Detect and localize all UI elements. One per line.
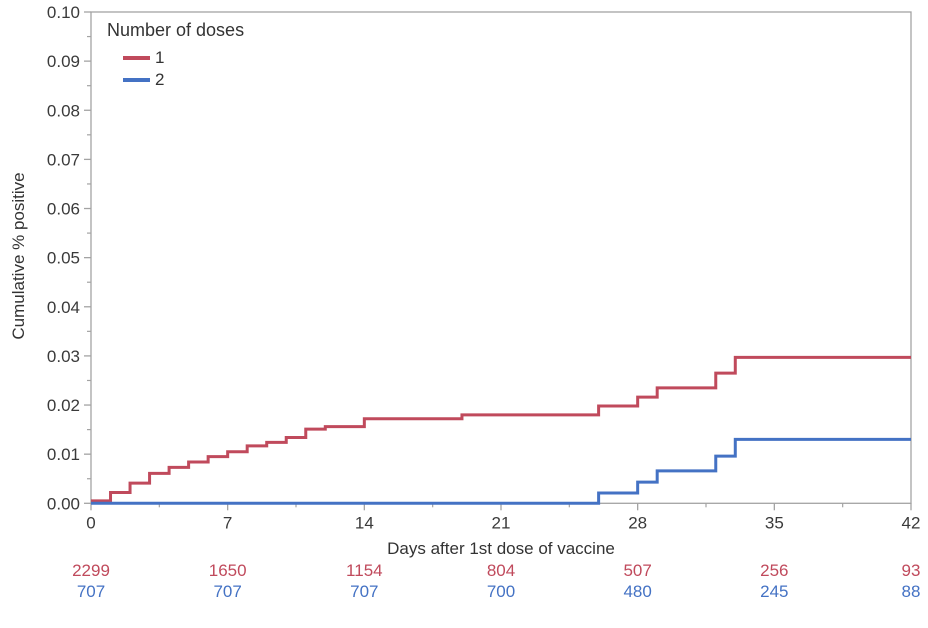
- at-risk-count-doses-2: 707: [213, 582, 241, 601]
- y-tick-label: 0.01: [47, 445, 80, 464]
- at-risk-count-doses-2: 480: [623, 582, 651, 601]
- at-risk-count-doses-1: 507: [623, 561, 651, 580]
- y-tick-label: 0.03: [47, 347, 80, 366]
- series-line-doses-1: [91, 355, 911, 503]
- dose1-line-swatch-icon: [123, 56, 150, 60]
- x-tick-label: 0: [86, 513, 95, 532]
- at-risk-count-doses-2: 707: [350, 582, 378, 601]
- x-tick-label: 28: [628, 513, 647, 532]
- y-tick-label: 0.10: [47, 3, 80, 22]
- y-tick-label: 0.06: [47, 200, 80, 219]
- at-risk-count-doses-1: 2299: [72, 561, 110, 580]
- at-risk-count-doses-1: 1154: [346, 561, 383, 580]
- x-axis-title: Days after 1st dose of vaccine: [387, 539, 615, 558]
- at-risk-count-doses-2: 707: [77, 582, 105, 601]
- y-axis-title: Cumulative % positive: [9, 172, 28, 340]
- x-tick-label: 42: [902, 513, 921, 532]
- x-tick-label: 35: [765, 513, 784, 532]
- legend-item-label: 1: [155, 48, 165, 67]
- at-risk-count-doses-1: 93: [902, 561, 921, 580]
- y-tick-label: 0.02: [47, 396, 80, 415]
- y-tick-label: 0.04: [47, 298, 80, 317]
- y-tick-label: 0.05: [47, 249, 80, 268]
- at-risk-count-doses-1: 256: [760, 561, 788, 580]
- legend-item-dose2: 2: [123, 69, 244, 91]
- y-tick-label: 0.07: [47, 150, 80, 169]
- at-risk-count-doses-1: 804: [487, 561, 515, 580]
- at-risk-count-doses-2: 88: [902, 582, 921, 601]
- y-tick-label: 0.08: [47, 101, 80, 120]
- series-line-doses-2: [91, 437, 911, 505]
- legend-item-dose1: 1: [123, 47, 244, 69]
- at-risk-count-doses-2: 700: [487, 582, 515, 601]
- legend-title: Number of doses: [107, 20, 245, 40]
- x-tick-label: 14: [355, 513, 374, 532]
- legend: Number of doses 1 2: [107, 20, 244, 91]
- y-tick-label: 0.09: [47, 52, 80, 71]
- at-risk-count-doses-2: 245: [760, 582, 788, 601]
- x-tick-label: 7: [223, 513, 232, 532]
- legend-item-label: 2: [155, 70, 165, 89]
- at-risk-count-doses-1: 1650: [209, 561, 247, 580]
- dose2-line-swatch-icon: [123, 78, 150, 82]
- x-tick-label: 21: [492, 513, 511, 532]
- y-tick-label: 0.00: [47, 494, 80, 513]
